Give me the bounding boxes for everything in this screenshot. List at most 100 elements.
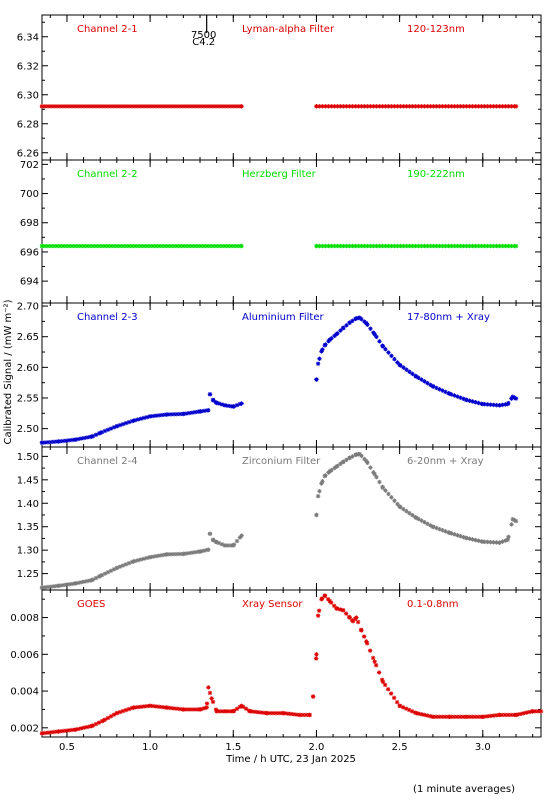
data-point: [505, 712, 511, 718]
data-point: [243, 706, 249, 711]
data-point: [380, 104, 385, 109]
data-point: [535, 709, 541, 714]
data-point: [181, 707, 186, 712]
data-point: [397, 362, 402, 368]
data-point: [252, 709, 258, 715]
data-point: [488, 104, 493, 109]
data-point: [285, 711, 291, 716]
data-point: [228, 543, 234, 548]
y-tick-label: 1.30: [17, 546, 39, 557]
data-point: [102, 428, 108, 434]
data-point: [84, 435, 90, 440]
y-tick-label: 694: [20, 277, 39, 288]
data-point: [171, 706, 177, 711]
data-point: [479, 104, 484, 109]
data-point: [422, 379, 427, 384]
panel-filter-label: Herzberg Filter: [242, 169, 317, 180]
data-point: [132, 243, 138, 249]
data-point: [464, 243, 469, 249]
y-tick-label: 2.55: [17, 393, 39, 404]
data-point: [505, 537, 510, 543]
data-point: [51, 104, 57, 109]
data-point: [416, 243, 421, 249]
y-tick-label: 2.50: [17, 424, 39, 435]
data-point: [234, 104, 240, 109]
data-point: [81, 243, 87, 249]
data-point: [186, 550, 192, 556]
data-point: [225, 243, 231, 249]
data-point: [350, 104, 355, 109]
data-point: [500, 104, 505, 109]
data-point: [105, 715, 111, 721]
data-point: [443, 389, 448, 395]
data-point: [222, 709, 228, 714]
data-point: [425, 104, 430, 109]
data-point: [78, 436, 84, 441]
y-tick-label: 696: [20, 247, 39, 258]
data-point: [497, 403, 502, 408]
data-point: [288, 711, 294, 717]
data-point: [42, 243, 48, 249]
data-point: [497, 540, 502, 545]
data-point: [123, 104, 129, 109]
data-point: [102, 571, 108, 576]
data-point: [488, 402, 493, 407]
data-point: [491, 540, 496, 545]
data-point: [389, 353, 394, 359]
data-point: [78, 726, 84, 731]
data-point: [314, 652, 319, 657]
data-point: [78, 243, 84, 249]
data-point: [60, 582, 66, 588]
data-point: [538, 709, 544, 714]
data-point: [102, 717, 108, 722]
data-point: [473, 104, 478, 109]
data-point: [48, 584, 54, 589]
data-point: [189, 104, 195, 109]
data-point: [404, 104, 409, 109]
data-point: [42, 585, 48, 590]
panel-filter-label: Zirconium Filter: [242, 456, 321, 467]
data-point: [377, 243, 382, 249]
event-marker-label-bottom: C4.2: [192, 37, 215, 48]
x-tick-label: 1.5: [225, 742, 241, 753]
data-point: [153, 704, 159, 709]
data-point: [237, 401, 243, 407]
data-point: [51, 243, 57, 249]
data-point: [96, 104, 102, 109]
data-point: [181, 411, 186, 417]
data-point: [467, 243, 472, 249]
data-point: [493, 713, 499, 718]
data-point: [458, 395, 463, 400]
data-point: [228, 404, 234, 409]
data-point: [183, 243, 189, 249]
data-point: [421, 712, 427, 718]
y-tick-label: 2.70: [17, 302, 39, 313]
data-point: [371, 470, 376, 475]
data-point: [192, 409, 198, 415]
data-point: [476, 400, 481, 406]
data-point: [431, 104, 436, 109]
data-point: [192, 104, 198, 109]
data-point: [446, 104, 451, 109]
data-point: [480, 714, 485, 719]
data-point: [276, 710, 282, 716]
data-point: [317, 104, 322, 109]
data-point: [404, 508, 409, 514]
data-point: [207, 104, 213, 109]
panel-band-label: 190-222nm: [407, 169, 465, 180]
data-point: [410, 513, 415, 518]
data-point: [329, 104, 334, 109]
data-point: [225, 403, 231, 408]
data-point: [84, 724, 90, 730]
data-point: [386, 104, 391, 109]
data-point: [129, 705, 135, 711]
data-point: [57, 104, 63, 109]
data-point: [407, 510, 412, 516]
data-point: [447, 714, 452, 719]
panel-channel-label: Channel 2-1: [77, 24, 138, 35]
data-point: [380, 243, 385, 249]
data-point: [449, 531, 454, 536]
data-point: [499, 712, 505, 718]
data-point: [87, 104, 93, 109]
data-point: [234, 402, 240, 408]
